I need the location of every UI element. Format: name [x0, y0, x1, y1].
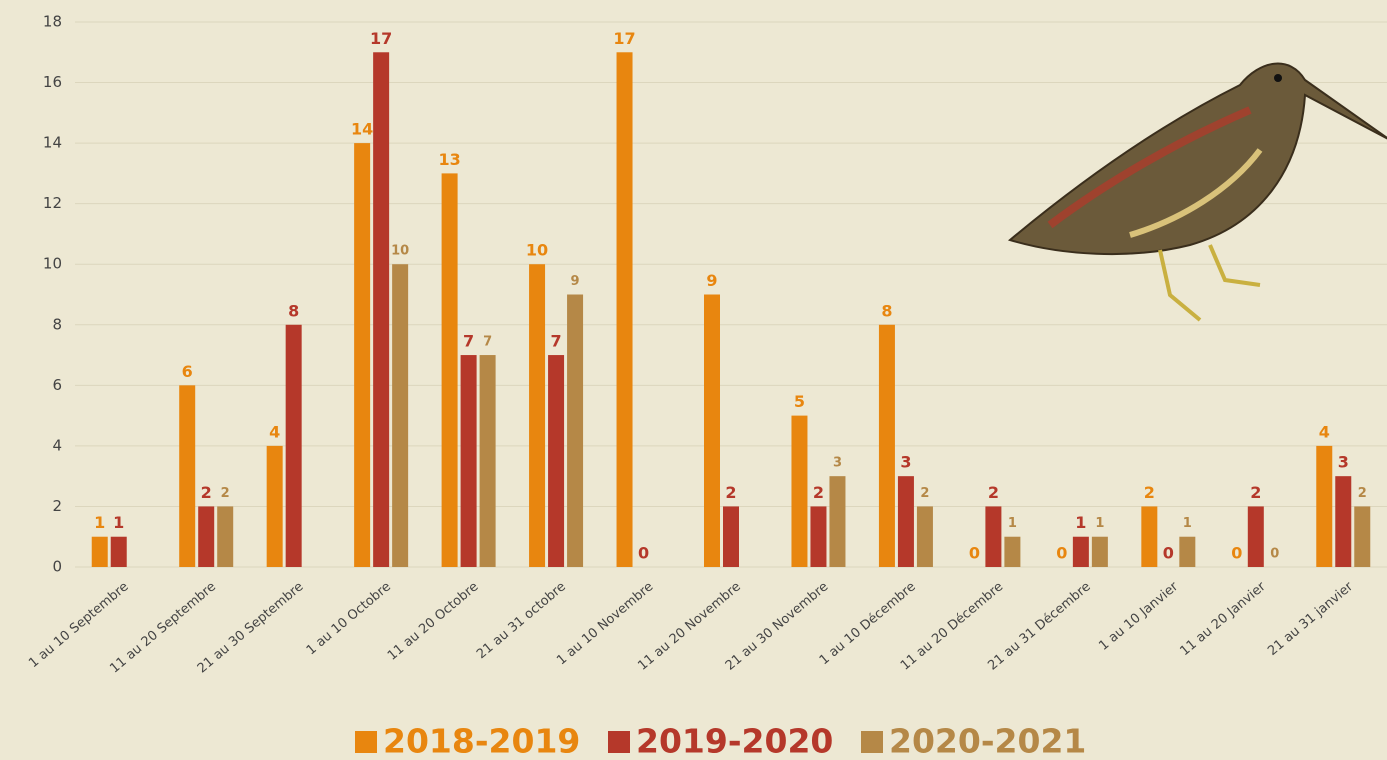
- bar: [985, 506, 1002, 567]
- data-label: 0: [1163, 544, 1174, 563]
- bar: [217, 506, 234, 567]
- data-label: 2: [1144, 483, 1155, 502]
- bar: [916, 506, 933, 567]
- data-label: 0: [1270, 547, 1279, 562]
- bar: [1141, 506, 1158, 567]
- legend-swatch: [608, 731, 630, 753]
- data-label: 8: [288, 301, 299, 320]
- data-label: 9: [571, 274, 580, 289]
- bar: [616, 52, 633, 568]
- data-label: 1: [94, 513, 105, 532]
- data-label: 1: [1183, 516, 1192, 531]
- bar: [392, 264, 409, 567]
- bar: [266, 445, 283, 567]
- data-label: 7: [483, 335, 492, 350]
- data-label: 2: [201, 483, 212, 502]
- data-label: 1: [1095, 516, 1104, 531]
- data-label: 5: [794, 392, 805, 411]
- y-tick-label: 18: [43, 13, 62, 31]
- data-label: 7: [550, 332, 561, 351]
- bar: [1004, 536, 1021, 567]
- y-tick-label: 8: [52, 315, 62, 333]
- bar: [179, 385, 196, 567]
- data-label: 10: [526, 241, 548, 260]
- bar: [460, 355, 477, 567]
- data-label: 13: [438, 150, 460, 169]
- y-tick-label: 6: [52, 376, 62, 394]
- data-label: 1: [1008, 516, 1017, 531]
- data-label: 2: [920, 486, 929, 501]
- data-label: 0: [1056, 544, 1067, 563]
- data-label: 2: [725, 483, 736, 502]
- bar: [1091, 536, 1108, 567]
- bar: [91, 536, 108, 567]
- data-label: 2: [813, 483, 824, 502]
- y-tick-label: 10: [43, 255, 62, 273]
- bar: [878, 324, 895, 567]
- bar: [479, 355, 496, 567]
- bar: [829, 476, 846, 567]
- bar: [567, 294, 584, 567]
- bar: [198, 506, 215, 567]
- bar: [441, 173, 458, 567]
- data-label: 3: [1338, 453, 1349, 472]
- data-label: 4: [1319, 422, 1330, 441]
- bar: [791, 415, 808, 567]
- bar: [548, 355, 565, 567]
- bar: [1247, 506, 1264, 567]
- bar: [1072, 536, 1089, 567]
- bar: [373, 52, 390, 568]
- data-label: 2: [1250, 483, 1261, 502]
- legend-label: 2018-2019: [383, 722, 580, 760]
- y-tick-label: 2: [52, 497, 62, 515]
- bar: [285, 324, 302, 567]
- bar: [529, 264, 546, 567]
- bar: [1179, 536, 1196, 567]
- data-label: 2: [1358, 486, 1367, 501]
- data-label: 4: [269, 422, 280, 441]
- data-label: 17: [370, 29, 392, 48]
- data-label: 17: [613, 29, 635, 48]
- bar: [810, 506, 827, 567]
- legend-label: 2020-2021: [889, 722, 1086, 760]
- y-tick-label: 16: [43, 73, 62, 91]
- data-label: 3: [833, 456, 842, 471]
- y-tick-label: 14: [43, 134, 62, 152]
- data-label: 0: [1231, 544, 1242, 563]
- data-label: 2: [221, 486, 230, 501]
- legend-label: 2019-2020: [636, 722, 833, 760]
- data-label: 10: [391, 244, 409, 259]
- bird-illustration: [1007, 62, 1387, 322]
- data-label: 1: [113, 513, 124, 532]
- bar: [110, 536, 127, 567]
- bar: [897, 476, 914, 567]
- legend-swatch: [861, 731, 883, 753]
- data-label: 7: [463, 332, 474, 351]
- data-label: 3: [900, 453, 911, 472]
- data-label: 9: [706, 271, 717, 290]
- data-label: 1: [1075, 513, 1086, 532]
- data-label: 14: [351, 120, 373, 139]
- data-label: 0: [638, 544, 649, 563]
- bar: [1354, 506, 1371, 567]
- y-tick-label: 12: [43, 194, 62, 212]
- data-label: 6: [182, 362, 193, 381]
- data-label: 0: [969, 544, 980, 563]
- data-label: 8: [881, 301, 892, 320]
- bar: [1316, 445, 1333, 567]
- y-tick-label: 0: [52, 558, 62, 576]
- data-label: 2: [988, 483, 999, 502]
- bar: [1335, 476, 1352, 567]
- bar: [354, 143, 371, 567]
- bar: [704, 294, 720, 567]
- bar: [723, 506, 739, 567]
- y-tick-label: 4: [52, 436, 62, 454]
- legend-swatch: [355, 731, 377, 753]
